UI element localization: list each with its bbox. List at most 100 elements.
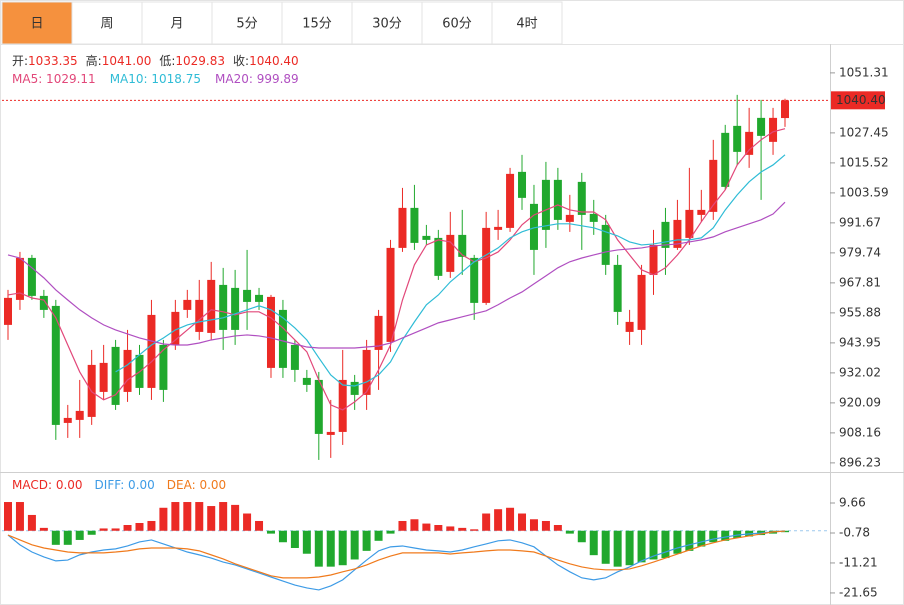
macd-bar: [386, 530, 395, 534]
candle-body: [494, 226, 503, 230]
tab-background[interactable]: [351, 1, 423, 45]
candle-body: [111, 346, 120, 405]
ma-line: [7, 201, 786, 349]
candle-body: [290, 344, 299, 370]
macd-bar: [661, 530, 670, 559]
macd-bar: [613, 530, 622, 567]
y-tick-label: 955.88: [839, 305, 881, 319]
tab-label[interactable]: 15分: [302, 17, 332, 32]
tab[interactable]: 周: [71, 1, 143, 45]
macd-line: [7, 530, 786, 591]
candle-body: [757, 117, 766, 136]
candle-body: [278, 309, 287, 368]
candle-body: [625, 321, 634, 332]
candle-body: [637, 274, 646, 330]
macd-bar: [494, 509, 503, 531]
macd-bar: [398, 520, 407, 531]
macd-bar: [529, 519, 538, 531]
candle-body: [75, 410, 84, 420]
ma-legend-item: MA10: 1018.75: [110, 72, 201, 86]
y-tick-label: 9.66: [839, 496, 866, 510]
y-tick-label: 991.67: [839, 215, 881, 229]
tab[interactable]: 日: [1, 1, 73, 45]
tab-label[interactable]: 30分: [372, 17, 402, 32]
tab-label[interactable]: 周: [100, 17, 113, 32]
candle-body: [219, 284, 228, 330]
macd-bar: [506, 507, 515, 531]
tab-bar: 日 周 月 5分 15分 30分 60分 4时: [1, 1, 563, 45]
macd-line: [7, 530, 786, 579]
macd-legend: MACD: 0.00 DIFF: 0.00 DEA: 0.00: [12, 478, 226, 492]
tab-label[interactable]: 4时: [516, 17, 537, 32]
tab-background[interactable]: [281, 1, 353, 45]
tab[interactable]: 4时: [491, 1, 563, 45]
candle-body: [697, 209, 706, 215]
candle-body: [27, 257, 36, 296]
tab[interactable]: 15分: [281, 1, 353, 45]
candle-body: [374, 315, 383, 350]
y-tick-label: -21.65: [839, 585, 878, 599]
candle-body: [4, 297, 12, 325]
ma-line: [7, 128, 786, 411]
macd-bar: [589, 530, 598, 556]
candle-body: [195, 299, 204, 332]
macd-bar: [4, 502, 12, 531]
candle-body: [709, 159, 718, 212]
tab-label[interactable]: 月: [170, 17, 183, 32]
y-tick-label: 943.95: [839, 335, 881, 349]
macd-bar: [553, 525, 562, 531]
candle-body: [147, 314, 156, 388]
candle-body: [338, 379, 347, 432]
macd-bar: [733, 530, 742, 538]
macd-bar: [147, 520, 156, 531]
macd-bar: [219, 502, 228, 531]
candle-body: [15, 257, 24, 300]
macd-bar: [350, 530, 359, 560]
candle-body: [482, 227, 491, 303]
tab[interactable]: 月: [141, 1, 213, 45]
macd-bar: [362, 530, 371, 551]
macd-bar: [111, 528, 120, 531]
tab-background[interactable]: [71, 1, 143, 45]
tab[interactable]: 60分: [421, 1, 493, 45]
tab-label[interactable]: 60分: [442, 17, 472, 32]
macd-bar: [577, 530, 586, 543]
macd-bar: [470, 529, 479, 531]
candle-body: [159, 344, 168, 390]
tab[interactable]: 5分: [211, 1, 283, 45]
ma-legend: MA5: 1029.11 MA10: 1018.75 MA20: 999.89: [12, 72, 299, 86]
tab-background[interactable]: [141, 1, 213, 45]
tab[interactable]: 30分: [351, 1, 423, 45]
macd-bar: [673, 530, 682, 554]
candle-body: [506, 173, 515, 228]
macd-bar: [410, 519, 419, 531]
y-tick-label: 979.74: [839, 245, 881, 259]
candle-body: [589, 213, 598, 222]
quote-label: 低:: [159, 54, 175, 68]
quote-label: 收:: [233, 54, 249, 68]
candle-body: [673, 219, 682, 248]
candle-body: [553, 179, 562, 220]
candle-body: [207, 279, 216, 333]
macd-bar: [183, 502, 192, 531]
candle-body: [745, 131, 754, 155]
tab-label[interactable]: 日: [30, 17, 43, 32]
tab-label[interactable]: 5分: [236, 17, 257, 32]
ma-line: [115, 154, 786, 387]
macd-bar: [338, 530, 347, 566]
macd-bar: [51, 530, 60, 545]
quote-value: 1029.83: [175, 54, 225, 68]
macd-bar: [518, 513, 527, 531]
ma-legend-item: MA20: 999.89: [215, 72, 299, 86]
quote-label: 开:: [12, 54, 28, 68]
candle-body: [63, 417, 72, 423]
tab-background[interactable]: [1, 1, 73, 45]
macd-bar: [721, 530, 730, 541]
macd-bar: [99, 528, 108, 531]
tab-background[interactable]: [491, 1, 563, 45]
candle-body: [781, 100, 789, 119]
macd-bar: [541, 520, 550, 531]
macd-legend-item: DEA: 0.00: [167, 478, 226, 492]
tab-background[interactable]: [211, 1, 283, 45]
